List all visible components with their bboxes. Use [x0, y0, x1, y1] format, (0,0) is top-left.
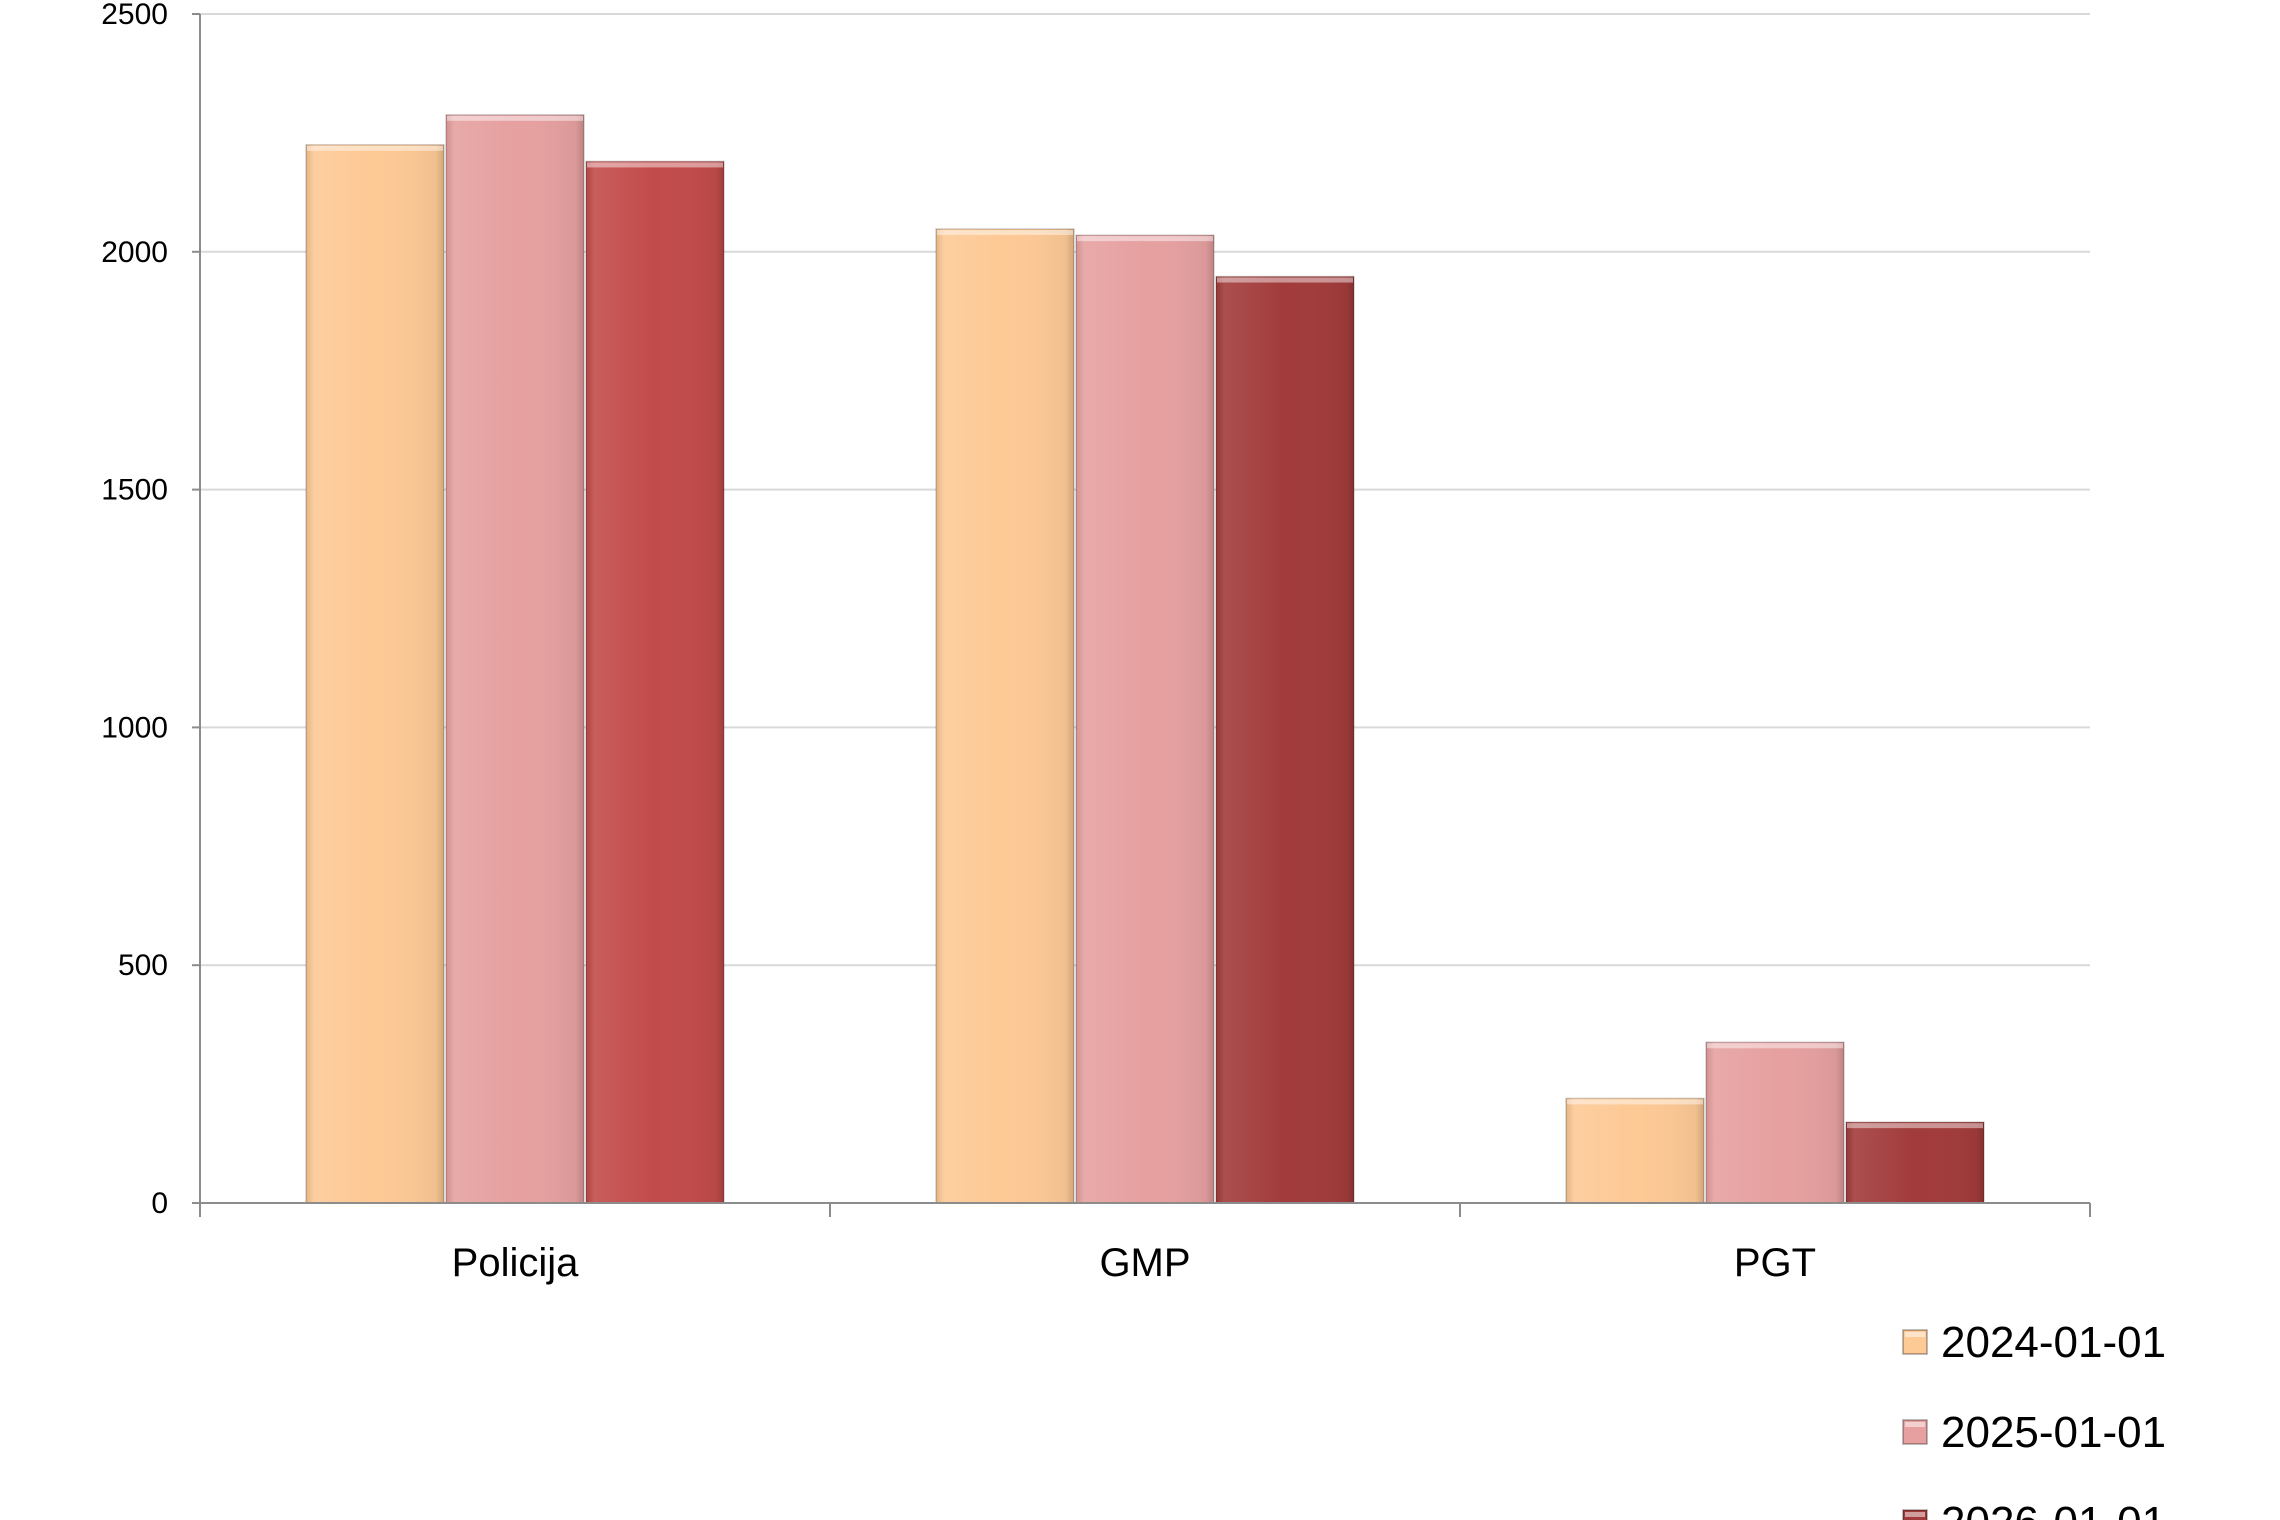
bar-top-highlight: [1077, 236, 1213, 242]
bar-shade: [446, 114, 584, 1204]
y-tick-label: 2500: [101, 0, 168, 31]
bar: [1075, 234, 1215, 1204]
bar: [1565, 1097, 1705, 1204]
bar-shade: [1706, 1042, 1844, 1203]
bar-top-highlight: [307, 145, 443, 151]
y-tick-label: 0: [151, 1187, 168, 1220]
legend-item: 2026-01-01: [1902, 1498, 2166, 1520]
legend-swatch-highlight: [1905, 1422, 1925, 1427]
bar-top-highlight: [1567, 1099, 1703, 1105]
y-axis: 0 500 1000 1500 2000 2500: [101, 0, 200, 1220]
legend-item: 2025-01-01: [1902, 1408, 2166, 1457]
bar-shade: [936, 228, 1074, 1204]
bar: [1845, 1121, 1985, 1204]
legend-label: 2026-01-01: [1941, 1498, 2166, 1520]
legend: 2024-01-01 2025-01-01 2026-01-01: [1902, 1318, 2166, 1520]
legend-item: 2024-01-01: [1902, 1318, 2166, 1367]
bar-top-highlight: [1847, 1123, 1983, 1129]
bar-shade: [586, 161, 724, 1203]
legend-label: 2024-01-01: [1941, 1318, 2166, 1367]
bar-shade: [1216, 276, 1354, 1203]
legend-swatch-highlight: [1905, 1332, 1925, 1337]
y-tick-label: 500: [118, 949, 168, 982]
category-label: PGT: [1734, 1241, 1816, 1285]
bar: [935, 228, 1075, 1204]
category-label: Policija: [452, 1241, 579, 1285]
bar-top-highlight: [1707, 1043, 1843, 1049]
bar-top-highlight: [587, 162, 723, 168]
bar-top-highlight: [447, 115, 583, 121]
x-axis: Policija GMP PGT: [199, 14, 2091, 1285]
bar-top-highlight: [937, 229, 1073, 235]
bars: [305, 114, 1985, 1204]
bar: [305, 144, 445, 1204]
category-label: GMP: [1099, 1241, 1190, 1285]
bar: [1705, 1041, 1845, 1204]
bar-shade: [306, 144, 444, 1203]
bar-shade: [1846, 1122, 1984, 1203]
bar: [585, 160, 725, 1204]
bar-shade: [1566, 1098, 1704, 1203]
bar-top-highlight: [1217, 277, 1353, 283]
y-tick-label: 2000: [101, 236, 168, 269]
bar-shade: [1076, 235, 1214, 1204]
y-tick-label: 1500: [101, 474, 168, 507]
y-tick-label: 1000: [101, 711, 168, 744]
legend-label: 2025-01-01: [1941, 1408, 2166, 1457]
bar: [1215, 275, 1355, 1204]
legend-swatch-highlight: [1905, 1512, 1925, 1517]
bar: [445, 114, 585, 1204]
